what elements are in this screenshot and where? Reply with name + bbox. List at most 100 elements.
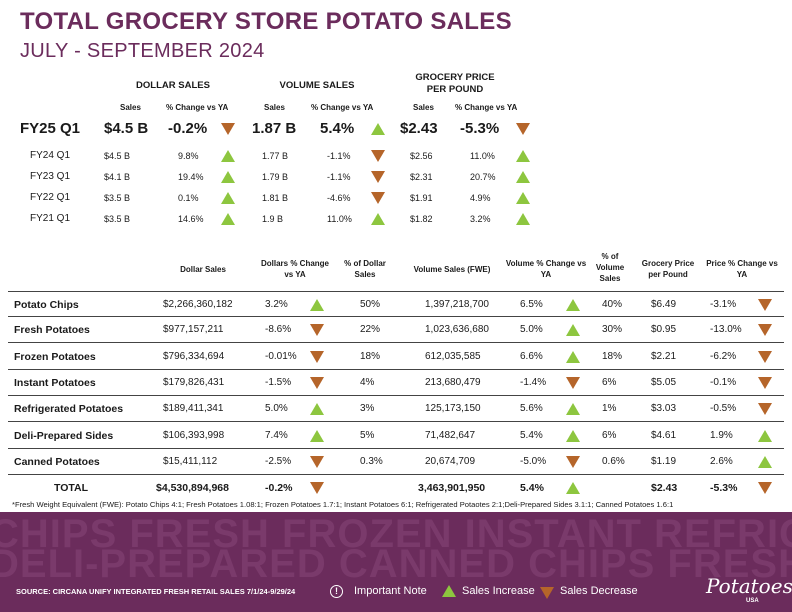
summary-dollar-change: -0.2% [168,120,208,137]
summary-volume-sales: 1.9 B [262,214,284,224]
row-dollar-share: 18% [360,350,381,362]
row-dollar-sales: $796,334,694 [163,350,225,362]
summary-dollar-sales: $4.1 B [104,172,131,182]
triangle-up-icon [221,171,235,183]
row-category-name: Frozen Potatoes [14,350,96,363]
row-category-name: Canned Potatoes [14,455,100,468]
table-row: Deli-Prepared Sides $106,393,998 7.4% 5% 71,… [8,423,784,449]
triangle-up-icon [310,403,324,416]
summary-subhead: Sales [120,103,141,112]
row-volume-sales: 1,023,636,680 [425,324,489,336]
summary-price-change: -5.3% [460,120,500,137]
triangle-down-icon [371,192,385,204]
row-price: $2.21 [651,350,677,362]
summary-row-label: FY21 Q1 [30,213,71,224]
row-dollar-share: 0.3% [360,455,383,467]
triangle-down-icon [371,150,385,162]
row-volume-change: 6.6% [520,350,543,362]
summary-subhead: Sales [264,103,285,112]
summary-price: $2.43 [400,120,438,137]
row-dollar-sales: $15,411,112 [163,455,218,467]
triangle-down-icon [310,350,324,363]
row-price-change: 2.6% [710,455,733,467]
summary-subhead: % Change vs YA [166,103,229,112]
row-volume-share: 6% [602,376,617,388]
row-price-change: -6.2% [710,350,737,362]
detail-header: Price % Change vs YA [706,259,778,279]
row-volume-share: 18% [602,350,623,362]
summary-price-change: 4.9% [470,193,491,203]
summary-dollar-sales: $4.5 B [104,151,131,161]
summary-subhead: % Change vs YA [311,103,374,112]
row-dollar-share: 50% [360,299,381,310]
triangle-up-icon [371,213,385,225]
triangle-down-icon [758,376,772,389]
summary-row-label: FY24 Q1 [30,150,71,161]
row-volume-share: 30% [602,324,623,336]
summary-volume-change: 11.0% [327,214,352,224]
summary-price-change: 3.2% [470,214,491,224]
summary-volume-change: -4.6% [327,193,351,203]
summary-price: $2.31 [410,172,433,182]
summary-row-label: FY22 Q1 [30,192,71,203]
table-row: Instant Potatoes $179,826,431 -1.5% 4% 213,6… [8,370,784,396]
triangle-up-icon [516,150,530,162]
triangle-down-icon [758,324,772,337]
legend-decrease: Sales Decrease [560,585,638,597]
row-volume-share: 6% [602,429,617,441]
row-dollar-change: -1.5% [265,376,292,388]
triangle-up-icon [310,299,324,311]
row-volume-sales: 213,680,479 [425,376,481,388]
summary-dollar-sales: $3.5 B [104,214,131,224]
summary-price-change: 20.7% [470,172,496,182]
table-row: Canned Potatoes $15,411,112 -2.5% 0.3% 20,67… [8,449,784,475]
triangle-down-icon [310,376,324,389]
summary-group-dollar: DOLLAR SALES [136,80,210,91]
row-category-name: Fresh Potatoes [14,324,90,337]
total-dollar-sales: $4,530,894,968 [156,482,229,494]
row-dollar-share: 5% [360,429,375,441]
summary-row: FY21 Q1 $3.5 B 14.6% 1.9 B 11.0% $1.82 3.2% [0,208,560,230]
summary-price-change: 11.0% [470,151,495,161]
brand-logo-sub: USA [746,598,759,604]
row-volume-change: 5.4% [520,429,543,441]
row-dollar-change: 7.4% [265,429,288,441]
background-words: CHIPS FRESH FROZEN INSTANT REFRIGERATED [0,512,792,556]
summary-volume-change: -1.1% [327,172,351,182]
triangle-up-icon [566,299,580,311]
row-price-change: -0.1% [710,376,737,388]
row-volume-share: 0.6% [602,455,625,467]
triangle-down-icon [540,587,554,599]
table-row: Potato Chips $2,266,360,182 3.2% 50% 1,397,2… [8,291,784,317]
triangle-down-icon [758,482,772,494]
row-price: $0.95 [651,324,677,336]
row-category-name: Deli-Prepared Sides [14,429,114,442]
row-volume-change: 6.5% [520,299,543,310]
triangle-up-icon [566,403,580,416]
row-price: $3.03 [651,403,677,415]
detail-header: Volume % Change vs YA [505,259,587,279]
detail-header: % of Volume Sales [595,252,625,283]
row-dollar-change: 5.0% [265,403,288,415]
summary-volume-change: -1.1% [327,151,351,161]
summary-row-label: FY25 Q1 [20,120,81,137]
legend-increase: Sales Increase [462,585,535,597]
triangle-up-icon [566,482,580,494]
triangle-down-icon [566,455,580,468]
detail-header: Dollars % Change vs YA [260,259,329,279]
row-price-change: -13.0% [710,324,742,336]
triangle-down-icon [310,324,324,337]
summary-group-volume: VOLUME SALES [279,80,355,91]
row-volume-share: 40% [602,299,623,310]
page-subtitle: JULY - SEPTEMBER 2024 [20,40,265,62]
summary-volume-sales: 1.81 B [262,193,289,203]
row-price: $5.05 [651,376,677,388]
summary-row: FY22 Q1 $3.5 B 0.1% 1.81 B -4.6% $1.91 4.9% [0,187,560,209]
footer-band: CHIPS FRESH FROZEN INSTANT REFRIGERATED … [0,512,792,612]
row-price-change: -0.5% [710,403,737,415]
summary-row-label: FY23 Q1 [30,171,71,182]
triangle-up-icon [566,350,580,363]
summary-subhead: % Change vs YA [455,103,518,112]
row-dollar-sales: $106,393,998 [163,429,225,441]
summary-row: FY23 Q1 $4.1 B 19.4% 1.79 B -1.1% $2.31 20.7% [0,166,560,188]
